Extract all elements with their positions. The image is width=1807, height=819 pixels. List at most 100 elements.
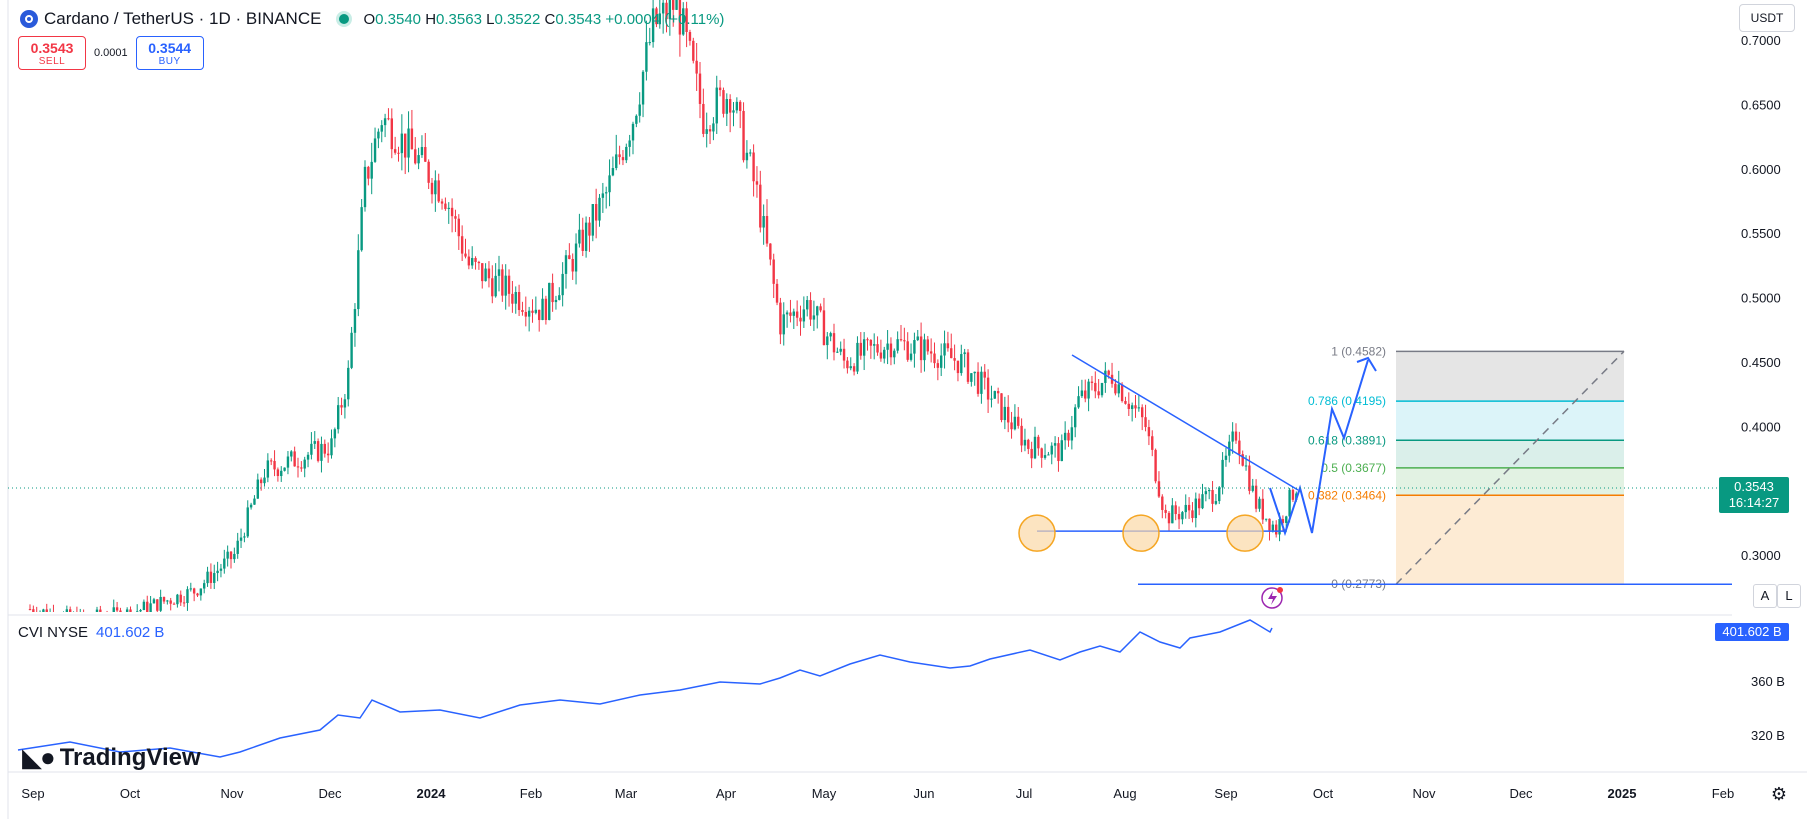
candle-body bbox=[806, 300, 809, 310]
candle-body bbox=[1191, 510, 1194, 519]
candle-body bbox=[1003, 406, 1007, 421]
candle-body bbox=[229, 551, 233, 560]
candle-body bbox=[239, 537, 243, 541]
log-scale-button[interactable]: L bbox=[1777, 584, 1801, 608]
time-tick-label: Dec bbox=[318, 786, 342, 801]
candle-body bbox=[1208, 490, 1211, 492]
candle-body bbox=[28, 609, 32, 611]
symbol-legend: Cardano / TetherUS · 1D · BINANCE O0.354… bbox=[20, 8, 724, 30]
candle-body bbox=[1275, 524, 1278, 535]
price-tick-label: 0.7000 bbox=[1741, 33, 1781, 48]
cvi-tick-label: 360 B bbox=[1751, 674, 1785, 689]
tradingview-logo[interactable]: ◣● TradingView bbox=[22, 742, 201, 772]
candle-body bbox=[283, 467, 286, 471]
candle-body bbox=[896, 339, 899, 351]
candle-body bbox=[501, 269, 504, 296]
time-tick-label: Oct bbox=[1313, 786, 1334, 801]
cvi-legend[interactable]: CVI NYSE 401.602 B bbox=[18, 624, 165, 641]
symbol-title[interactable]: Cardano / TetherUS · 1D · BINANCE bbox=[44, 9, 322, 28]
settings-gear-icon[interactable]: ⚙ bbox=[1770, 784, 1787, 804]
sell-button[interactable]: 0.3543 SELL bbox=[18, 36, 86, 70]
time-tick-label: Sep bbox=[1214, 786, 1237, 801]
candle-body bbox=[1013, 416, 1017, 430]
candle-body bbox=[966, 352, 970, 382]
candle-body bbox=[980, 371, 983, 394]
candle-body bbox=[645, 42, 648, 72]
candle-body bbox=[209, 571, 213, 583]
candle-body bbox=[558, 295, 561, 300]
candle-body bbox=[705, 129, 708, 134]
candle-body bbox=[1234, 431, 1238, 441]
candle-body bbox=[802, 309, 806, 322]
candle-body bbox=[236, 540, 239, 554]
candle-body bbox=[762, 216, 765, 228]
candle-body bbox=[1288, 489, 1291, 517]
candle-body bbox=[1171, 505, 1174, 524]
time-tick-label: Feb bbox=[1712, 786, 1734, 801]
candle-body bbox=[688, 32, 692, 41]
candle-body bbox=[152, 599, 156, 604]
candle-body bbox=[377, 131, 380, 139]
candle-body bbox=[879, 352, 883, 359]
candle-body bbox=[873, 344, 876, 346]
candle-body bbox=[1017, 416, 1020, 426]
fib-level-label: 0.5 (0.3677) bbox=[1321, 461, 1386, 475]
candle-body bbox=[1084, 390, 1087, 399]
candle-body bbox=[357, 250, 360, 310]
candle-body bbox=[1120, 384, 1124, 402]
cvi-indicator-line bbox=[17, 619, 1273, 758]
candle-body bbox=[812, 315, 816, 320]
candle-body bbox=[1167, 512, 1171, 524]
fib-level-label: 0.786 (0.4195) bbox=[1308, 394, 1386, 408]
candle-body bbox=[417, 155, 420, 164]
candle-body bbox=[940, 355, 943, 368]
candle-body bbox=[1211, 490, 1214, 504]
cardano-logo-icon bbox=[20, 10, 38, 28]
pattern-drawings[interactable] bbox=[1018, 354, 1732, 609]
candle-body bbox=[474, 258, 477, 262]
candle-body bbox=[1174, 505, 1177, 515]
candle-body bbox=[903, 340, 906, 342]
buy-button[interactable]: 0.3544 BUY bbox=[135, 36, 204, 70]
candle-body bbox=[1047, 454, 1050, 456]
candle-body bbox=[1291, 489, 1295, 500]
candle-body bbox=[866, 339, 869, 341]
current-price-tag: 0.3543 16:14:27 bbox=[1719, 477, 1789, 513]
candle-body bbox=[1154, 449, 1157, 482]
candle-body bbox=[554, 299, 558, 303]
candle-body bbox=[477, 261, 481, 264]
candle-body bbox=[1244, 465, 1248, 467]
candle-body bbox=[1100, 382, 1104, 396]
candle-body bbox=[672, 0, 675, 10]
candle-body bbox=[186, 589, 189, 604]
candle-body bbox=[983, 371, 986, 378]
candle-body bbox=[363, 166, 367, 208]
candle-body bbox=[1224, 455, 1228, 460]
currency-selector[interactable]: USDT bbox=[1739, 4, 1795, 32]
candle-body bbox=[437, 180, 440, 202]
candle-body bbox=[628, 140, 631, 147]
fib-level-label: 0.382 (0.3464) bbox=[1308, 488, 1386, 502]
candle-body bbox=[1000, 393, 1003, 421]
alert-bolt-icon bbox=[1268, 591, 1277, 605]
candle-body bbox=[1241, 454, 1244, 466]
ohlc-values: O0.3540 H0.3563 L0.3522 C0.3543 +0.0004 … bbox=[363, 10, 725, 28]
candle-body bbox=[605, 192, 608, 194]
candle-body bbox=[256, 479, 259, 499]
candle-body bbox=[1147, 427, 1151, 437]
candle-body bbox=[330, 438, 333, 456]
candle-body bbox=[1114, 383, 1117, 394]
candle-body bbox=[115, 607, 119, 611]
candle-body bbox=[407, 128, 410, 158]
candle-body bbox=[444, 203, 447, 209]
candle-body bbox=[661, 2, 665, 14]
auto-scale-button[interactable]: A bbox=[1753, 584, 1777, 608]
candle-body bbox=[819, 306, 822, 311]
candle-body bbox=[189, 588, 192, 590]
time-tick-label: May bbox=[812, 786, 837, 801]
candle-body bbox=[410, 128, 414, 150]
candle-body bbox=[635, 115, 638, 124]
fibonacci-retracement[interactable]: 1 (0.4582) 0.786 (0.4195) 0.618 (0.3891) 0.… bbox=[1308, 344, 1625, 591]
projection-path bbox=[1269, 359, 1369, 537]
